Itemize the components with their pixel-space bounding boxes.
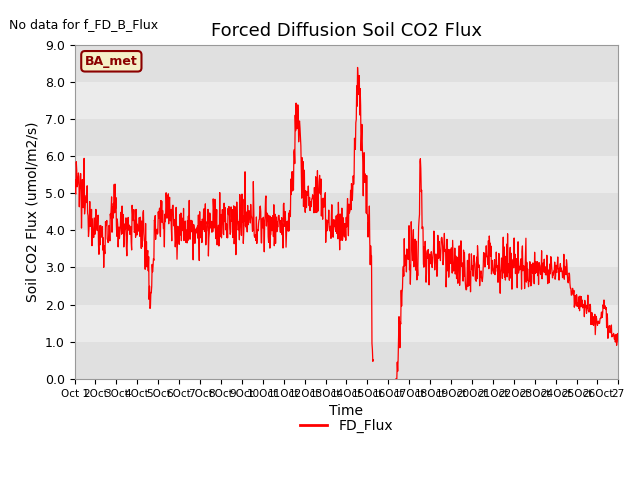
Bar xyxy=(74,193,618,230)
Bar xyxy=(74,156,618,193)
X-axis label: Time: Time xyxy=(330,404,364,418)
Y-axis label: Soil CO2 Flux (umol/m2/s): Soil CO2 Flux (umol/m2/s) xyxy=(25,121,39,302)
Bar xyxy=(74,230,618,267)
Title: Forced Diffusion Soil CO2 Flux: Forced Diffusion Soil CO2 Flux xyxy=(211,22,482,40)
Bar xyxy=(74,304,618,342)
Legend: FD_Flux: FD_Flux xyxy=(294,413,399,439)
Bar xyxy=(74,45,618,82)
Text: No data for f_FD_B_Flux: No data for f_FD_B_Flux xyxy=(9,18,158,31)
Bar xyxy=(74,82,618,119)
Bar xyxy=(74,342,618,379)
Text: BA_met: BA_met xyxy=(85,55,138,68)
Bar xyxy=(74,119,618,156)
Bar xyxy=(74,267,618,304)
